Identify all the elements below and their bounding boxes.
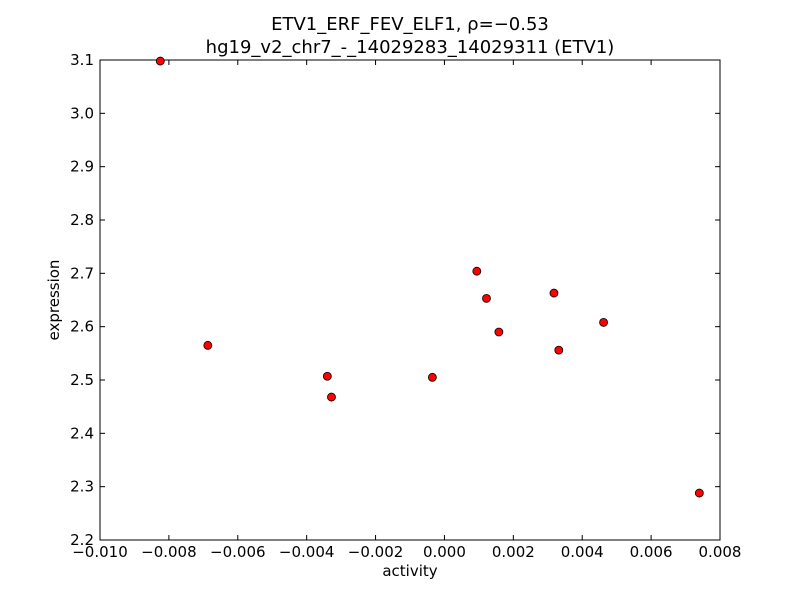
x-tick-label: −0.008 xyxy=(141,543,197,561)
x-tick-label: −0.006 xyxy=(210,543,266,561)
data-point xyxy=(554,345,564,355)
data-point xyxy=(472,266,482,276)
y-tick-label: 2.9 xyxy=(70,158,94,176)
x-tick-label: 0.006 xyxy=(630,543,673,561)
data-point xyxy=(203,340,213,350)
x-axis-label: activity xyxy=(382,562,437,580)
data-point xyxy=(694,488,704,498)
y-tick-label: 2.6 xyxy=(70,318,94,336)
data-points xyxy=(155,56,704,498)
y-tick-label: 2.3 xyxy=(70,478,94,496)
y-axis-label: expression xyxy=(45,260,63,341)
x-tick-label: −0.004 xyxy=(279,543,335,561)
data-point xyxy=(482,293,491,303)
plot-area-frame xyxy=(99,59,721,541)
y-tick-label: 2.7 xyxy=(70,264,94,282)
x-tick-label: −0.002 xyxy=(348,543,404,561)
data-point xyxy=(494,327,504,337)
data-point xyxy=(322,371,332,381)
data-point xyxy=(549,288,559,298)
data-point xyxy=(599,317,608,327)
y-tick-label: 3.1 xyxy=(70,51,94,69)
x-tick-label: −0.010 xyxy=(72,543,128,561)
data-point xyxy=(427,372,437,382)
chart-title-line2: hg19_v2_chr7_-_14029283_14029311 (ETV1) xyxy=(206,37,615,58)
x-tick-label: 0.004 xyxy=(561,543,604,561)
y-tick-label: 2.5 xyxy=(70,371,94,389)
data-point xyxy=(155,56,165,66)
y-axis: 2.2 2.3 2.4 2.5 2.6 2.7 2.8 2.9 3.0 3.1 xyxy=(70,51,720,549)
x-tick-label: 0.002 xyxy=(492,543,535,561)
x-axis: −0.010 −0.008 −0.006 −0.004 −0.002 0.000 0.002… xyxy=(72,60,741,561)
x-tick-label: 0.000 xyxy=(423,543,466,561)
x-tick-label: 0.008 xyxy=(699,543,742,561)
y-tick-label: 2.2 xyxy=(70,531,94,549)
y-tick-label: 2.4 xyxy=(70,424,94,442)
y-tick-label: 2.8 xyxy=(70,211,94,229)
data-point xyxy=(327,392,336,402)
y-tick-label: 3.0 xyxy=(70,104,94,122)
chart-title-line1: ETV1_ERF_FEV_ELF1, ρ=−0.53 xyxy=(271,14,549,35)
